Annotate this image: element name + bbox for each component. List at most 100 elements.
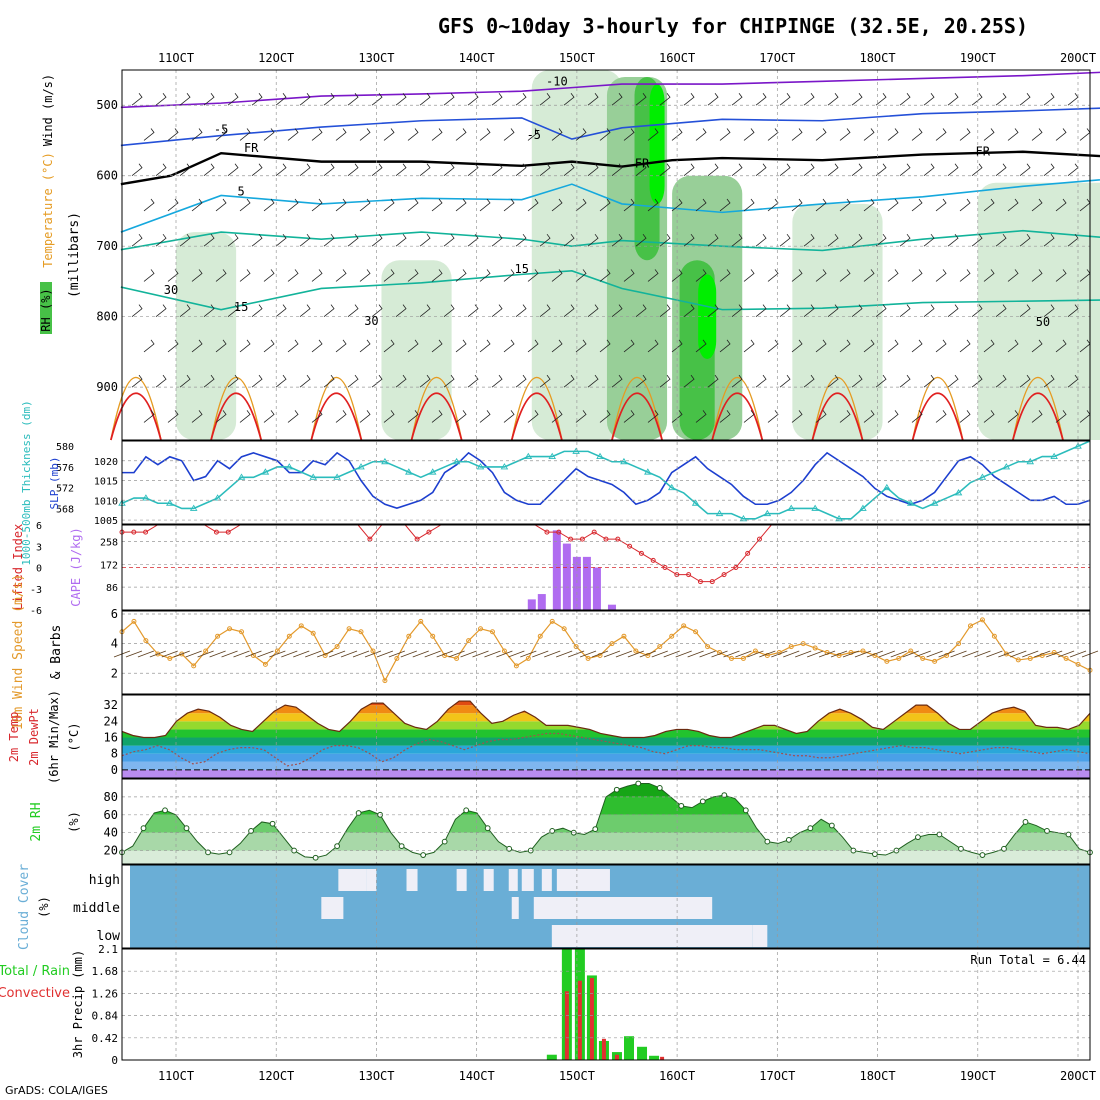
wind-barb	[695, 198, 707, 212]
rh-marker	[656, 785, 663, 791]
wind-speed-marker	[322, 652, 328, 658]
cloud-block-high	[338, 869, 367, 891]
wind-barb	[491, 374, 503, 388]
rh-shading-blob	[977, 182, 1100, 440]
cloud-block-middle	[321, 897, 344, 919]
thickness-marker	[787, 504, 796, 511]
y-axis-label: (%)	[37, 896, 51, 918]
rh-marker	[484, 825, 491, 832]
wind-barb-10m	[699, 650, 716, 658]
wind-barb	[455, 339, 467, 353]
x-tick-label-top: 13OCT	[358, 51, 394, 65]
wind-speed-marker	[824, 650, 830, 655]
wind-barb	[947, 304, 959, 317]
wind-barb	[755, 92, 767, 106]
wind-barb	[599, 269, 611, 282]
wind-barb-10m	[675, 650, 692, 658]
panel-frame-ua	[121, 69, 1091, 441]
wind-barb	[239, 128, 251, 141]
temp-band	[122, 753, 1090, 762]
wind-barb	[599, 128, 611, 141]
wind-barb	[395, 163, 407, 177]
wind-speed-marker	[131, 618, 137, 624]
wind-barb	[863, 269, 875, 282]
cape-bar	[607, 604, 616, 610]
wind-speed-marker	[143, 638, 149, 644]
rh-marker	[334, 843, 341, 850]
wind-barb	[959, 339, 971, 353]
wind-barb	[395, 92, 407, 106]
wind-barb	[563, 304, 575, 317]
wind-speed-marker	[633, 648, 639, 654]
wind-barb	[479, 269, 491, 282]
thickness-marker	[667, 483, 676, 491]
wind-barb	[299, 374, 311, 388]
wind-barb	[899, 92, 911, 106]
wind-speed-marker	[812, 645, 818, 651]
wind-barb	[335, 410, 347, 423]
rh-marker	[140, 825, 147, 832]
wind-barb	[707, 163, 719, 177]
thickness-marker	[954, 489, 963, 496]
y-tick-label: 172	[100, 560, 118, 571]
wind-speed-marker	[561, 626, 567, 632]
credit-text: GrADS: COLA/IGES	[5, 1084, 108, 1097]
wind-barb	[683, 374, 695, 388]
rh-marker	[441, 838, 448, 845]
panel-frame-cl	[121, 864, 1091, 949]
wind-barb	[719, 410, 731, 423]
wind-barb-10m	[986, 650, 1003, 658]
wind-barb	[155, 233, 167, 247]
wind-barb	[743, 198, 755, 212]
wind-barb	[1007, 269, 1019, 282]
rh-marker	[979, 852, 986, 858]
x-tick-label-top: 11OCT	[158, 51, 194, 65]
wind-barb	[575, 339, 587, 353]
x-tick-label-bottom: 11OCT	[158, 1069, 194, 1083]
wind-barb	[503, 410, 515, 423]
legend-total-rain: Total / Rain	[0, 964, 70, 979]
y-tick-label: 1010	[94, 496, 118, 507]
wind-barb	[455, 410, 467, 423]
wind-barb-10m	[1022, 650, 1039, 658]
wind-speed-marker	[573, 644, 579, 650]
rh-marker	[1065, 831, 1072, 838]
wind-speed-marker	[227, 626, 233, 632]
temp-band	[122, 769, 1090, 778]
y-axis-label: Cloud Cover	[17, 864, 32, 950]
y-tick-label: 80	[104, 790, 118, 804]
wind-barb	[719, 128, 731, 141]
wind-barb	[983, 410, 995, 423]
warm-arch	[911, 376, 964, 441]
warm-arch	[1012, 376, 1064, 441]
wind-barb	[359, 410, 371, 423]
warm-arch	[611, 392, 663, 441]
thickness-marker	[524, 452, 533, 460]
lifted-index-marker	[650, 557, 656, 563]
wind-barb	[527, 128, 539, 141]
cloud-block-low	[551, 925, 753, 947]
wind-speed-marker	[967, 623, 973, 629]
wind-barb	[587, 233, 599, 247]
wind-barb	[455, 198, 467, 212]
wind-barb	[1019, 233, 1031, 247]
thickness-marker	[572, 447, 580, 454]
temperature-legend-label: Temperature (°C)	[41, 152, 55, 268]
wind-barb	[587, 304, 599, 317]
wind-speed-marker	[860, 648, 866, 654]
wind-barb	[179, 233, 191, 247]
wind-barb	[275, 92, 287, 106]
wind-barb-10m	[627, 650, 645, 658]
wind-barb	[215, 198, 227, 212]
wind-barb	[215, 128, 227, 141]
wind-barb	[551, 198, 563, 212]
wind-barb-10m	[842, 650, 860, 658]
wind-barb	[371, 163, 383, 177]
x-tick-label-bottom: 16OCT	[659, 1069, 695, 1083]
wind-barb-10m	[317, 650, 334, 658]
contour-label: FR	[244, 141, 259, 155]
wind-barb	[383, 410, 395, 423]
wind-speed-marker	[705, 644, 711, 650]
wind-barb	[251, 233, 263, 247]
